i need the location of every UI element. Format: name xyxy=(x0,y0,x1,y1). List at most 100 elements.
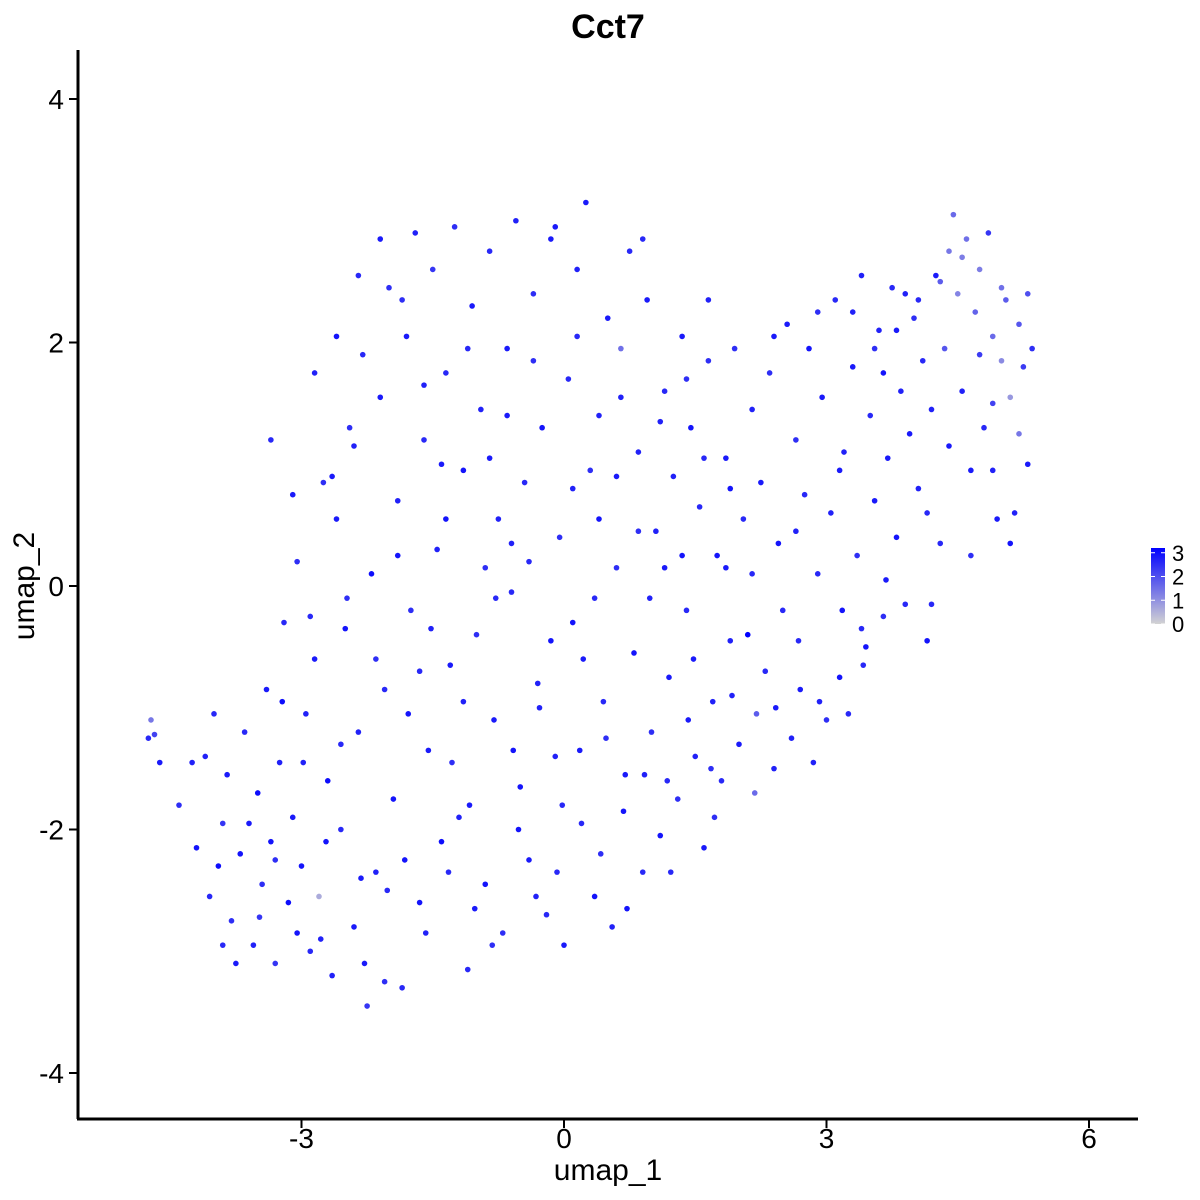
cell-point xyxy=(893,327,900,334)
y-tick-label: 4 xyxy=(48,84,64,115)
cell-point xyxy=(394,552,401,559)
cell-point xyxy=(390,796,397,802)
cell-point xyxy=(941,345,948,352)
cell-point xyxy=(711,814,718,821)
cell-point xyxy=(447,662,454,668)
cell-point xyxy=(536,704,543,711)
cell-point xyxy=(556,534,563,541)
cell-point xyxy=(618,345,624,352)
cell-point xyxy=(438,461,445,468)
cell-point xyxy=(320,479,327,486)
cell-point xyxy=(469,303,475,309)
cell-point xyxy=(510,747,517,754)
cell-point xyxy=(902,601,909,608)
cell-point xyxy=(491,717,497,723)
cell-point xyxy=(324,778,331,784)
cell-point xyxy=(639,869,646,875)
cell-point xyxy=(622,771,629,778)
cell-point xyxy=(814,309,821,315)
cell-point xyxy=(576,747,583,754)
cell-point xyxy=(373,869,379,875)
cell-point xyxy=(403,333,410,340)
cell-point xyxy=(1024,461,1031,468)
cell-point xyxy=(148,717,154,723)
cell-point xyxy=(806,345,812,352)
y-tick-label: -4 xyxy=(39,1058,64,1089)
cell-point xyxy=(373,656,379,662)
cell-point xyxy=(329,972,335,979)
cell-point xyxy=(771,765,777,772)
cell-point xyxy=(517,784,524,790)
cell-point xyxy=(729,692,735,699)
cell-point xyxy=(1007,394,1014,401)
cell-point xyxy=(653,528,659,535)
cell-point xyxy=(860,662,867,668)
cell-point xyxy=(521,479,528,486)
cell-point xyxy=(1016,321,1022,328)
x-tick-label: 0 xyxy=(556,1123,572,1154)
cell-point xyxy=(727,485,734,492)
colorbar-tick-label: 2 xyxy=(1172,565,1184,590)
cell-point xyxy=(915,297,922,303)
cell-point xyxy=(696,504,703,510)
cell-point xyxy=(998,284,1005,291)
cell-point xyxy=(526,857,532,863)
cell-point xyxy=(736,741,742,748)
cell-point xyxy=(679,333,685,340)
x-tick-label: 3 xyxy=(819,1123,835,1154)
cell-point xyxy=(906,431,913,437)
cell-point xyxy=(303,711,309,717)
cell-point xyxy=(919,357,926,364)
cell-point xyxy=(533,893,539,900)
cell-point xyxy=(329,473,335,480)
cell-point xyxy=(858,625,865,632)
cell-point xyxy=(384,887,391,894)
cell-point xyxy=(422,930,429,936)
cell-point xyxy=(959,388,965,395)
x-tick-label: 6 xyxy=(1081,1123,1097,1154)
cell-point xyxy=(504,412,510,419)
cell-point xyxy=(849,309,856,315)
colorbar-tick-label: 0 xyxy=(1172,612,1184,637)
cell-point xyxy=(968,467,974,474)
cell-point xyxy=(256,914,263,920)
cell-point xyxy=(443,370,449,376)
cell-point xyxy=(816,698,823,705)
colorbar-tick-label: 3 xyxy=(1172,541,1184,566)
cell-point xyxy=(486,248,493,254)
cell-point xyxy=(351,443,357,449)
cell-point xyxy=(587,467,594,474)
cell-point xyxy=(272,960,279,967)
cell-point xyxy=(495,516,502,522)
cell-point xyxy=(989,400,996,407)
cell-point xyxy=(515,826,522,833)
cell-point xyxy=(880,370,887,376)
cell-point xyxy=(368,571,375,577)
cell-point xyxy=(762,668,769,675)
cell-point xyxy=(731,345,738,352)
cell-point xyxy=(661,388,668,395)
cell-point xyxy=(1011,510,1018,516)
cell-point xyxy=(911,315,917,321)
cell-point xyxy=(233,960,239,967)
cell-point xyxy=(554,869,560,875)
cell-point xyxy=(771,333,777,340)
cell-point xyxy=(828,510,834,516)
cell-point xyxy=(928,406,935,413)
cell-point xyxy=(797,686,804,693)
cell-point xyxy=(701,844,707,851)
cell-point xyxy=(323,838,329,845)
cell-point xyxy=(499,930,506,936)
cell-point xyxy=(867,412,874,419)
cell-point xyxy=(193,844,200,851)
cell-point xyxy=(156,759,163,766)
cell-point xyxy=(708,765,714,772)
cell-point xyxy=(552,224,559,230)
cell-point xyxy=(915,485,922,492)
cell-point xyxy=(819,394,825,401)
cell-point xyxy=(311,656,318,662)
y-ticks: -4 -2 0 2 4 xyxy=(39,84,78,1089)
cell-point xyxy=(646,595,653,601)
cell-point xyxy=(429,266,436,273)
